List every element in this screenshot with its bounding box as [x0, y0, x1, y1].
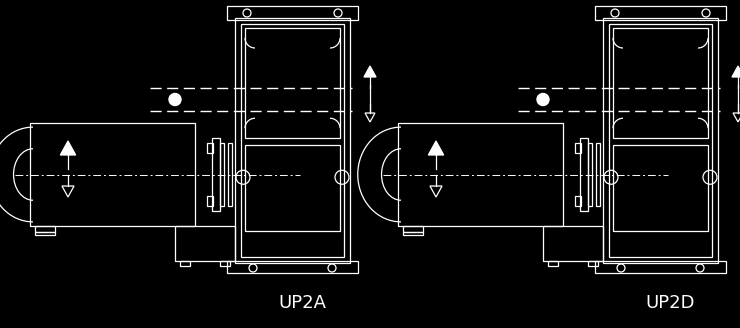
Bar: [220, 143, 224, 206]
Bar: [609, 24, 712, 257]
Bar: [595, 261, 726, 273]
Bar: [220, 261, 230, 266]
Bar: [398, 123, 563, 226]
Bar: [180, 261, 190, 266]
Bar: [207, 196, 213, 206]
Text: UP2A: UP2A: [278, 294, 326, 312]
Bar: [580, 138, 588, 211]
Circle shape: [537, 93, 549, 106]
Polygon shape: [732, 66, 740, 77]
Bar: [227, 6, 358, 20]
Polygon shape: [60, 141, 75, 155]
Bar: [588, 143, 592, 206]
Bar: [245, 145, 340, 231]
Bar: [35, 232, 55, 235]
Bar: [575, 196, 581, 206]
Bar: [613, 145, 708, 231]
Bar: [241, 24, 344, 257]
Bar: [403, 226, 423, 232]
Bar: [603, 18, 718, 263]
Circle shape: [169, 93, 181, 106]
Polygon shape: [428, 141, 444, 155]
Bar: [596, 143, 600, 206]
Text: UP2D: UP2D: [646, 294, 696, 312]
Bar: [235, 18, 350, 263]
Bar: [588, 261, 598, 266]
Bar: [245, 28, 340, 138]
Bar: [35, 226, 55, 232]
Bar: [212, 138, 220, 211]
Bar: [175, 226, 235, 261]
Bar: [30, 123, 195, 226]
Polygon shape: [364, 66, 376, 77]
Bar: [595, 6, 726, 20]
Bar: [228, 143, 232, 206]
Bar: [403, 232, 423, 235]
Bar: [207, 143, 213, 153]
Bar: [543, 226, 603, 261]
Bar: [227, 261, 358, 273]
Bar: [548, 261, 558, 266]
Bar: [575, 143, 581, 153]
Bar: [613, 28, 708, 138]
